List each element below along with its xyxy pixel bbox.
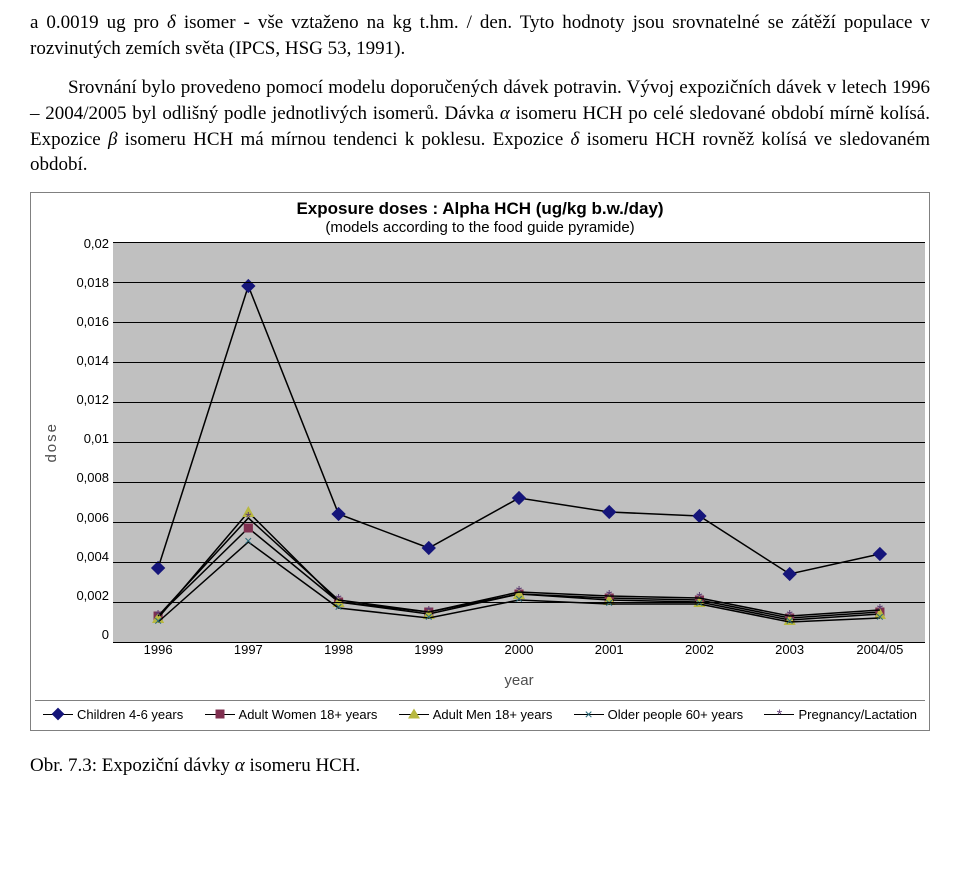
svg-text:*: * [696, 589, 703, 607]
y-tick-label: 0,012 [67, 392, 109, 407]
text-span: α [500, 103, 510, 124]
legend-marker [43, 708, 73, 720]
legend-item: × Older people 60+ years [574, 707, 744, 722]
data-point [782, 567, 796, 581]
x-tick-label: 2004/05 [835, 642, 925, 672]
data-point [151, 561, 165, 575]
svg-text:*: * [877, 601, 884, 619]
series-line [158, 542, 880, 622]
gridline [113, 322, 925, 323]
data-point: * [877, 601, 884, 619]
gridline [113, 282, 925, 283]
data-point: * [426, 603, 433, 621]
y-tick-label: 0,02 [67, 236, 109, 251]
legend-label: Adult Women 18+ years [239, 707, 378, 722]
legend-item: Adult Women 18+ years [205, 707, 378, 722]
x-axis-label: year [113, 672, 925, 694]
x-tick-label: 1996 [113, 642, 203, 672]
legend-marker [399, 708, 429, 720]
svg-text:*: * [426, 603, 433, 621]
chart-container: Exposure doses : Alpha HCH (ug/kg b.w./d… [30, 192, 930, 731]
figure-caption: Obr. 7.3: Expoziční dávky α isomeru HCH. [30, 755, 930, 777]
chart-title: Exposure doses : Alpha HCH (ug/kg b.w./d… [35, 199, 925, 219]
x-tick-label: 2002 [654, 642, 744, 672]
y-tick-label: 0,018 [67, 275, 109, 290]
x-tick-label: 2001 [564, 642, 654, 672]
data-point [512, 491, 526, 505]
gridline [113, 642, 925, 643]
y-tick-label: 0,004 [67, 549, 109, 564]
y-tick-label: 0,002 [67, 588, 109, 603]
y-axis-label-cell: dose [35, 242, 67, 642]
svg-text:×: × [244, 533, 252, 549]
gridline [113, 242, 925, 243]
gridline [113, 402, 925, 403]
x-tick-label: 2003 [745, 642, 835, 672]
gridline [113, 442, 925, 443]
chart-subtitle: (models according to the food guide pyra… [35, 219, 925, 236]
x-axis-ticks: 199619971998199920002001200220032004/05 [113, 642, 925, 672]
svg-text:*: * [245, 509, 252, 527]
y-tick-label: 0,008 [67, 470, 109, 485]
svg-text:*: * [335, 591, 342, 609]
paragraph-1: a 0.0019 ug pro δ isomer - vše vztaženo … [30, 10, 930, 61]
legend-label: Adult Men 18+ years [433, 707, 553, 722]
legend-item: Children 4-6 years [43, 707, 183, 722]
text-span: β [108, 129, 117, 150]
y-tick-label: 0 [67, 627, 109, 642]
y-tick-label: 0,01 [67, 431, 109, 446]
legend-label: Children 4-6 years [77, 707, 183, 722]
legend-marker: * [764, 708, 794, 720]
text-span: δ [167, 12, 176, 33]
y-axis-ticks: 0,02 0,018 0,016 0,014 0,012 0,01 0,008 0,006 0,… [67, 236, 113, 642]
text-span: Obr. 7.3: Expoziční dávky [30, 755, 235, 776]
legend-label: Pregnancy/Lactation [798, 707, 917, 722]
x-tick-label: 1998 [293, 642, 383, 672]
data-point: * [516, 583, 523, 601]
data-point: * [155, 607, 162, 625]
y-tick-label: 0,016 [67, 314, 109, 329]
gridline [113, 362, 925, 363]
legend-item: Adult Men 18+ years [399, 707, 553, 722]
y-tick-label: 0,006 [67, 510, 109, 525]
text-span: α [235, 755, 245, 776]
y-tick-label: 0,014 [67, 353, 109, 368]
x-tick-label: 2000 [474, 642, 564, 672]
svg-text:*: * [516, 583, 523, 601]
data-point: * [696, 589, 703, 607]
data-point [692, 509, 706, 523]
text-span: a 0.0019 ug pro [30, 12, 167, 33]
data-point: * [245, 509, 252, 527]
paragraph-2: Srovnání bylo provedeno pomocí modelu do… [30, 75, 930, 178]
gridline [113, 602, 925, 603]
legend-label: Older people 60+ years [608, 707, 744, 722]
plot-area: ×××××××××********* [113, 242, 925, 642]
svg-text:*: * [155, 607, 162, 625]
svg-text:*: * [787, 607, 794, 625]
data-point: * [335, 591, 342, 609]
data-point: * [787, 607, 794, 625]
gridline [113, 482, 925, 483]
text-span: isomeru HCH má mírnou tendenci k poklesu… [117, 129, 570, 150]
gridline [113, 522, 925, 523]
legend-marker [205, 708, 235, 720]
data-point [422, 541, 436, 555]
chart-legend: Children 4-6 years Adult Women 18+ years A… [35, 700, 925, 726]
gridline [113, 562, 925, 563]
x-tick-label: 1997 [203, 642, 293, 672]
data-point [602, 505, 616, 519]
data-point [331, 507, 345, 521]
data-point: × [244, 533, 252, 549]
legend-item: * Pregnancy/Lactation [764, 707, 917, 722]
text-span: isomeru HCH. [245, 755, 361, 776]
data-point [873, 547, 887, 561]
y-axis-label: dose [43, 422, 60, 463]
legend-marker: × [574, 708, 604, 720]
x-tick-label: 1999 [384, 642, 474, 672]
